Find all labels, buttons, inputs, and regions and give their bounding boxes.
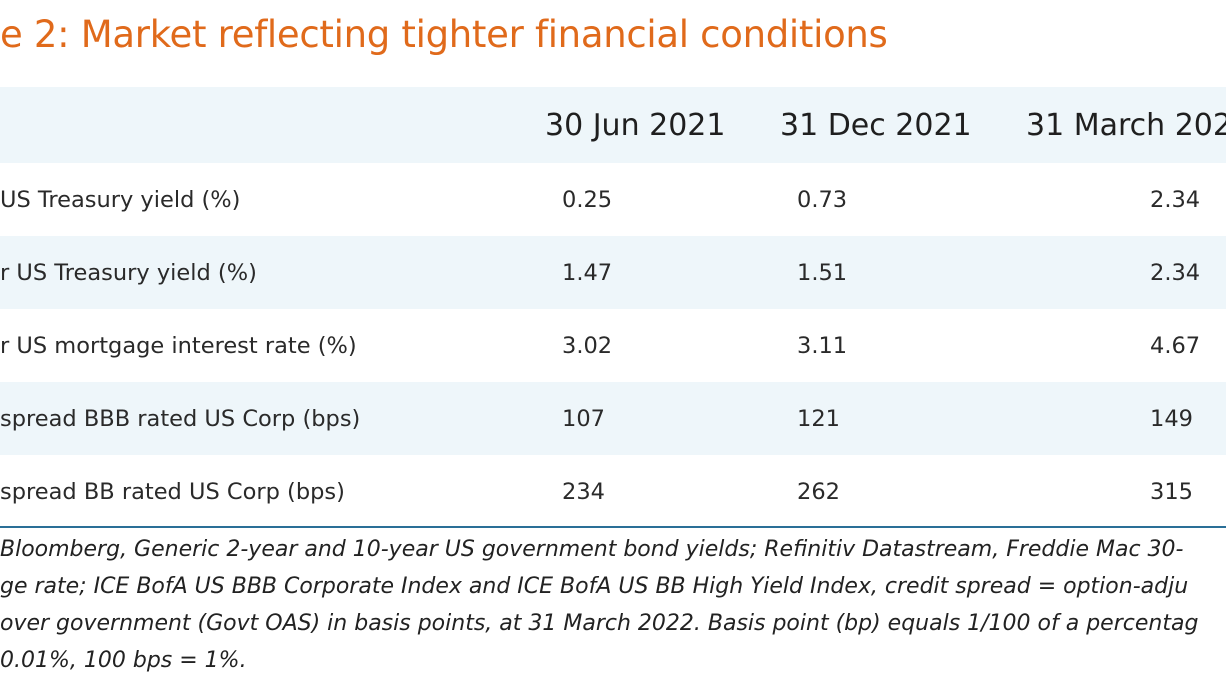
row-value-jun-2021: 1.47: [562, 259, 613, 286]
row-value-jun-2021: 107: [562, 405, 605, 432]
row-value-jun-2021: 3.02: [562, 332, 613, 359]
table-row: US Treasury yield (%) 0.25 0.73 2.34: [0, 163, 1226, 236]
row-value-jun-2021: 0.25: [562, 186, 613, 213]
row-value-mar-2022: 149: [1150, 405, 1193, 432]
figure-title: e 2: Market reflecting tighter financial…: [0, 13, 888, 56]
table-bottom-divider: [0, 526, 1226, 528]
row-label: spread BB rated US Corp (bps): [0, 478, 345, 505]
row-value-mar-2022: 4.67: [1150, 332, 1201, 359]
table-row: spread BBB rated US Corp (bps) 107 121 1…: [0, 382, 1226, 455]
source-note-line: ge rate; ICE BofA US BBB Corporate Index…: [0, 574, 1189, 599]
source-note: Bloomberg, Generic 2-year and 10-year US…: [0, 531, 1226, 679]
table-row: spread BB rated US Corp (bps) 234 262 31…: [0, 455, 1226, 528]
header-cell-jun-2021: 30 Jun 2021: [545, 107, 726, 143]
row-value-dec-2021: 0.73: [797, 186, 848, 213]
source-note-line: 0.01%, 100 bps = 1%.: [0, 648, 247, 673]
row-value-dec-2021: 3.11: [797, 332, 848, 359]
table-row: r US mortgage interest rate (%) 3.02 3.1…: [0, 309, 1226, 382]
source-note-line: over government (Govt OAS) in basis poin…: [0, 611, 1199, 636]
table-row: r US Treasury yield (%) 1.47 1.51 2.34: [0, 236, 1226, 309]
row-value-mar-2022: 2.34: [1150, 259, 1201, 286]
table-header-row: 30 Jun 2021 31 Dec 2021 31 March 202: [0, 87, 1226, 163]
row-value-mar-2022: 2.34: [1150, 186, 1201, 213]
row-label: US Treasury yield (%): [0, 186, 241, 213]
row-value-jun-2021: 234: [562, 478, 605, 505]
source-note-line: Bloomberg, Generic 2-year and 10-year US…: [0, 537, 1184, 562]
row-label: r US mortgage interest rate (%): [0, 332, 357, 359]
row-value-mar-2022: 315: [1150, 478, 1193, 505]
row-label: spread BBB rated US Corp (bps): [0, 405, 361, 432]
data-table: 30 Jun 2021 31 Dec 2021 31 March 202 US …: [0, 87, 1226, 528]
header-cell-mar-2022: 31 March 202: [1026, 107, 1226, 143]
row-value-dec-2021: 1.51: [797, 259, 848, 286]
row-value-dec-2021: 262: [797, 478, 840, 505]
row-label: r US Treasury yield (%): [0, 259, 257, 286]
row-value-dec-2021: 121: [797, 405, 840, 432]
header-cell-dec-2021: 31 Dec 2021: [780, 107, 972, 143]
